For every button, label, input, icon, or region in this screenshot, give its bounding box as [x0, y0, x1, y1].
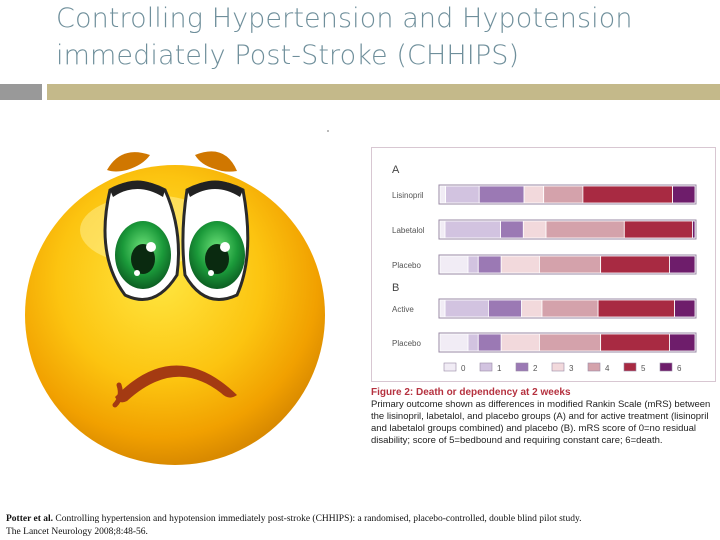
bar-segment-0: [439, 333, 469, 352]
bar-segment-2: [477, 333, 502, 352]
bar-segment-3: [523, 185, 545, 204]
figure-label: Figure 2: Death or dependency at 2 weeks: [371, 387, 571, 398]
bar-segment-1: [444, 220, 501, 239]
legend-label-4: 4: [605, 364, 610, 373]
legend-label-0: 0: [461, 364, 466, 373]
bar-segment-4: [539, 255, 602, 274]
legend-label-6: 6: [677, 364, 682, 373]
bar-segment-5: [600, 333, 670, 352]
bar-segment-0: [439, 255, 469, 274]
bar-segment-4: [543, 185, 584, 204]
citation-title: Controlling hypertension and hypotension…: [55, 514, 582, 524]
row-label-labetalol: Labetalol: [392, 226, 425, 235]
bar-segment-3: [500, 333, 540, 352]
bar-segment-1: [467, 255, 479, 274]
legend-label-2: 2: [533, 364, 538, 373]
legend-swatch-5: [623, 362, 637, 372]
row-label-lisinopril: Lisinopril: [392, 191, 424, 200]
bar-segment-2: [478, 185, 525, 204]
bar-segment-1: [444, 299, 489, 318]
bar-segment-2: [477, 255, 502, 274]
bar-segment-6: [692, 220, 696, 239]
bar-outline: [438, 219, 697, 240]
figure-caption: Figure 2: Death or dependency at 2 weeks…: [371, 387, 716, 447]
citation: Potter et al. Controlling hypertension a…: [6, 513, 716, 538]
stray-dot: [327, 130, 329, 132]
bar-segment-2: [488, 299, 522, 318]
citation-journal: The Lancet Neurology 2008;8:48-56.: [6, 526, 148, 537]
bar-segment-3: [500, 255, 540, 274]
row-label-placebo: Placebo: [392, 261, 421, 270]
bar-segment-5: [600, 255, 670, 274]
bar-segment-5: [582, 185, 673, 204]
legend-label-3: 3: [569, 364, 574, 373]
legend-swatch-6: [659, 362, 673, 372]
legend-label-5: 5: [641, 364, 646, 373]
bar-segment-2: [500, 220, 524, 239]
bar-segment-6: [672, 185, 696, 204]
legend-swatch-1: [479, 362, 493, 372]
legend-label-1: 1: [497, 364, 502, 373]
bar-segment-5: [623, 220, 693, 239]
bar-segment-6: [669, 255, 696, 274]
bar-segment-5: [597, 299, 676, 318]
bar-segment-6: [669, 333, 696, 352]
bar-segment-1: [445, 185, 480, 204]
mrs-stacked-bar-chart: A Lisinopril Labetalol Placebo B Active Placeb…: [371, 147, 716, 382]
legend-swatch-2: [515, 362, 529, 372]
bar-segment-4: [545, 220, 625, 239]
citation-authors: Potter et al.: [6, 514, 54, 524]
bar-outline: [438, 184, 697, 205]
title-line-1: Controlling Hypertension and Hypotension: [56, 3, 633, 34]
sad-face-icon: [25, 151, 325, 465]
title-rule-left: [0, 84, 42, 100]
bar-segment-0: [439, 299, 446, 318]
bar-outline: [438, 298, 697, 319]
bar-segment-4: [541, 299, 599, 318]
bar-segment-0: [439, 185, 447, 204]
legend-swatch-0: [443, 362, 457, 372]
bar-segment-6: [674, 299, 696, 318]
group-label-a: A: [392, 164, 400, 176]
group-label-b: B: [392, 282, 399, 294]
slide-title: Controlling Hypertension and Hypotension…: [56, 0, 706, 74]
bar-segment-3: [522, 220, 547, 239]
bar-segment-0: [439, 220, 446, 239]
legend-swatch-4: [587, 362, 601, 372]
bar-segment-1: [467, 333, 479, 352]
title-rule-right: [47, 84, 720, 100]
row-label-placebo: Placebo: [392, 339, 421, 348]
bar-outline: [438, 254, 697, 275]
title-line-2: immediately Post-Stroke (CHHIPS): [56, 40, 520, 71]
figure-caption-text: Primary outcome shown as differences in …: [371, 399, 711, 446]
bar-segment-3: [521, 299, 543, 318]
bar-outline: [438, 332, 697, 353]
row-label-active: Active: [392, 305, 414, 314]
chart-canvas: A Lisinopril Labetalol Placebo B Active Placeb…: [392, 164, 697, 373]
legend-swatch-3: [551, 362, 565, 372]
bar-segment-4: [539, 333, 602, 352]
